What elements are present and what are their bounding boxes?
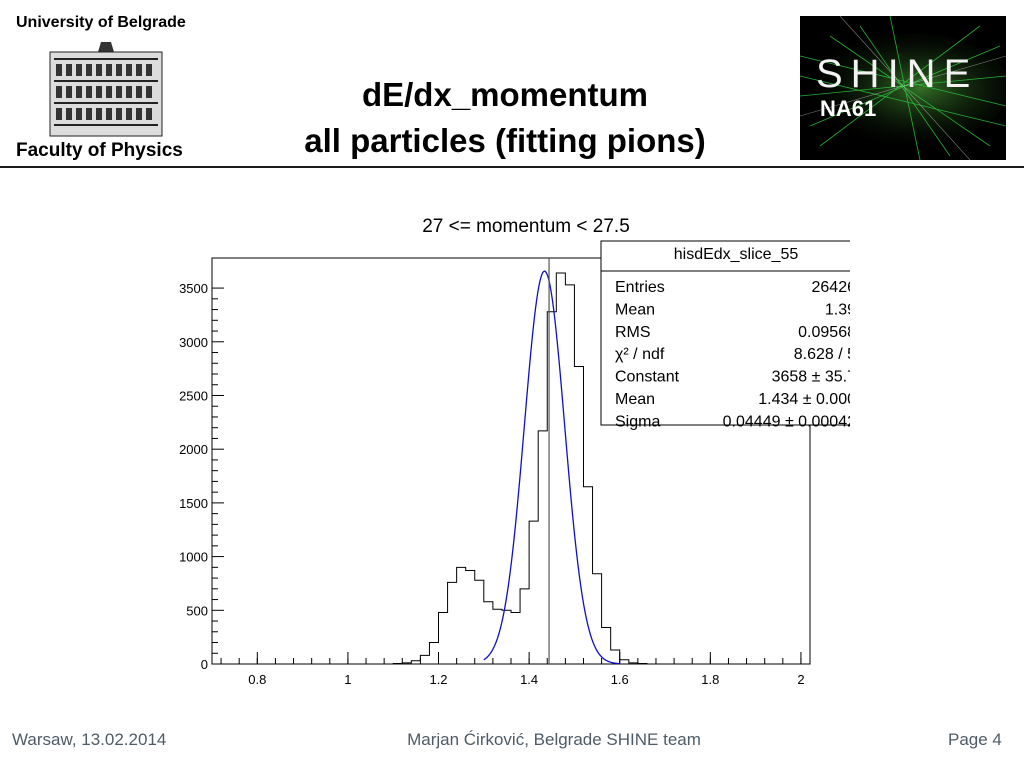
stats-box: hisdEdx_slice_55 Entries 26426 Mean 1.39 RMS…: [600, 240, 851, 430]
x-tick-label: 1.4: [520, 672, 538, 687]
x-tick-label: 0.8: [248, 672, 266, 687]
x-axis: 0.8 1 1.2 1.4 1.6 1.8 2: [220, 652, 805, 687]
histogram-bin: [565, 285, 574, 664]
histogram-bin: [457, 567, 466, 664]
stats-row-value: 1.39: [825, 301, 850, 318]
x-tick-label: 1.6: [611, 672, 629, 687]
chart-title: 27 <= momentum < 27.5: [422, 216, 630, 237]
stats-row-label: RMS: [615, 324, 651, 341]
footer-author: Marjan Ćirković, Belgrade SHINE team: [407, 730, 701, 749]
histogram-bin: [439, 612, 448, 664]
y-tick-label: 3000: [179, 335, 208, 350]
histogram-bin: [574, 366, 583, 664]
x-tick-label: 1: [344, 672, 351, 687]
shine-logo: SHINE NA61: [800, 16, 1006, 160]
y-tick-label: 0: [201, 657, 208, 672]
histogram-bin: [620, 660, 629, 664]
stats-box-title: hisdEdx_slice_55: [674, 246, 799, 263]
y-tick-label: 1500: [179, 496, 208, 511]
faculty-building-icon: [46, 40, 166, 138]
stats-row-value: 0.09568: [798, 324, 850, 341]
footer-page-number: Page 4: [948, 730, 1002, 749]
y-axis: 0 500 1000 1500 2000 2500 3000 3500: [179, 281, 224, 672]
histogram-bin: [484, 602, 493, 664]
histogram-bin: [475, 580, 484, 664]
faculty-name: Faculty of Physics: [16, 140, 183, 161]
x-tick-label: 2: [797, 672, 804, 687]
histogram-bin: [511, 612, 520, 664]
particle-tracks-icon: [800, 16, 1006, 160]
header-divider: [0, 166, 1024, 168]
stats-row-value: 8.628 / 5: [794, 346, 850, 363]
stats-row-label: χ² / ndf: [615, 346, 665, 363]
gaussian-fit-curve: [483, 270, 620, 665]
slide-title-line1: dE/dx_momentum: [361, 76, 649, 113]
university-logo: University of Belgrade F: [10, 10, 210, 164]
university-name: University of Belgrade: [16, 14, 186, 31]
shine-logo-text: SHINE: [816, 52, 979, 96]
stats-row-label: Mean: [615, 301, 655, 318]
y-tick-label: 3500: [179, 281, 208, 296]
histogram-bin: [420, 655, 429, 664]
stats-row-value: 0.04449 ± 0.00042: [723, 413, 850, 430]
dedx-histogram-chart: 27 <= momentum < 27.5 0 500 1000 1500 2000 25…: [179, 216, 851, 687]
stats-row-label: Constant: [615, 369, 680, 386]
stats-row-value: 26426: [812, 279, 851, 296]
histogram-bin: [538, 431, 547, 664]
x-tick-label: 1.2: [429, 672, 447, 687]
histogram-bin: [466, 571, 475, 664]
slide-title-line2: all particles (fitting pions): [304, 122, 706, 159]
histogram-steps: [392, 272, 648, 664]
stats-row-label: Mean: [615, 391, 655, 408]
stats-row-label: Sigma: [615, 413, 660, 430]
stats-row-value: 1.434 ± 0.000: [758, 391, 850, 408]
stats-row-label: Entries: [615, 279, 665, 296]
na61-logo-text: NA61: [820, 96, 877, 121]
histogram-bin: [429, 643, 438, 664]
footer-location-date: Warsaw, 13.02.2014: [12, 730, 167, 749]
histogram-bin: [529, 521, 538, 664]
y-tick-label: 2000: [179, 442, 208, 457]
histogram-bin: [556, 273, 565, 664]
histogram-bin: [520, 589, 529, 664]
x-tick-label: 1.8: [701, 672, 719, 687]
y-tick-label: 2500: [179, 388, 208, 403]
y-tick-label: 500: [186, 603, 208, 618]
y-tick-label: 1000: [179, 550, 208, 565]
histogram-bin: [448, 582, 457, 664]
stats-row-value: 3658 ± 35.7: [772, 369, 850, 386]
